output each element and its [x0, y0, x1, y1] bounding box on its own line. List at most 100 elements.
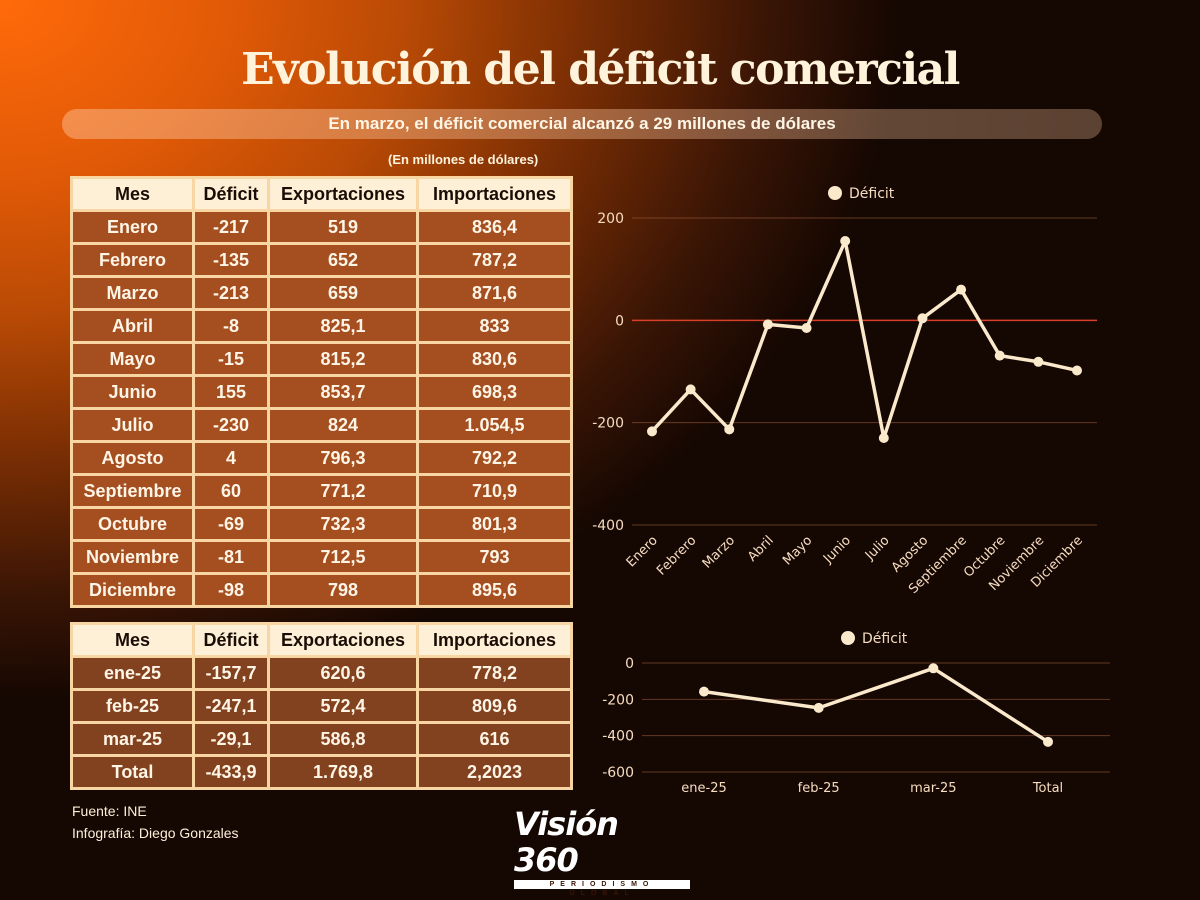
y-tick-label: 0	[615, 313, 624, 329]
y-tick-label: -200	[602, 692, 634, 708]
cell-deficit: -217	[195, 212, 267, 242]
cell-deficit: -213	[195, 278, 267, 308]
cell-exportaciones: 798	[270, 575, 416, 605]
table-row: ene-25 -157,7 620,6 778,2	[73, 658, 570, 688]
cell-exportaciones: 659	[270, 278, 416, 308]
cell-deficit: -135	[195, 245, 267, 275]
data-point	[801, 323, 812, 334]
cell-importaciones: 830,6	[419, 344, 570, 374]
legend-marker	[841, 631, 855, 645]
cell-deficit: -29,1	[195, 724, 267, 754]
cell-exportaciones: 652	[270, 245, 416, 275]
header-mes: Mes	[73, 179, 192, 209]
x-tick-label: ene-25	[681, 781, 726, 796]
data-point	[917, 313, 928, 324]
cell-importaciones: 833	[419, 311, 570, 341]
cell-importaciones: 895,6	[419, 575, 570, 605]
data-point	[647, 426, 657, 437]
cell-deficit: -15	[195, 344, 267, 374]
page-title: Evolución del déficit comercial	[241, 44, 960, 95]
y-tick-label: 200	[597, 211, 624, 227]
cell-exportaciones: 620,6	[270, 658, 416, 688]
cell-importaciones: 1.054,5	[419, 410, 570, 440]
cell-importaciones: 787,2	[419, 245, 570, 275]
x-tick-label: feb-25	[798, 781, 840, 796]
y-tick-label: -400	[592, 518, 624, 534]
x-tick-label: Julio	[862, 533, 893, 564]
cell-exportaciones: 712,5	[270, 542, 416, 572]
data-point	[1043, 736, 1053, 747]
cell-mes: mar-25	[73, 724, 192, 754]
cell-deficit: 4	[195, 443, 267, 473]
cell-exportaciones: 853,7	[270, 377, 416, 407]
cell-importaciones: 698,3	[419, 377, 570, 407]
cell-mes: Febrero	[73, 245, 192, 275]
x-tick-label: Junio	[820, 533, 854, 567]
table-2025: Mes Déficit Exportaciones Importaciones …	[70, 622, 573, 790]
cell-importaciones: 836,4	[419, 212, 570, 242]
cell-mes: Enero	[73, 212, 192, 242]
cell-importaciones: 616	[419, 724, 570, 754]
cell-exportaciones: 1.769,8	[270, 757, 416, 787]
table-row: Diciembre -98 798 895,6	[73, 575, 570, 605]
cell-exportaciones: 824	[270, 410, 416, 440]
cell-exportaciones: 519	[270, 212, 416, 242]
author-credit: Infografía: Diego Gonzales	[72, 825, 239, 841]
cell-exportaciones: 586,8	[270, 724, 416, 754]
source-credit: Fuente: INE	[72, 803, 147, 819]
cell-deficit: 60	[195, 476, 267, 506]
table-row: feb-25 -247,1 572,4 809,6	[73, 691, 570, 721]
y-tick-label: -200	[592, 416, 624, 432]
x-tick-label: Abril	[745, 533, 777, 565]
cell-mes: Julio	[73, 410, 192, 440]
cell-exportaciones: 796,3	[270, 443, 416, 473]
cell-exportaciones: 815,2	[270, 344, 416, 374]
subtitle-text: En marzo, el déficit comercial alcanzó a…	[328, 114, 836, 133]
cell-mes: ene-25	[73, 658, 192, 688]
y-tick-label: 0	[625, 656, 634, 672]
table-row: Agosto 4 796,3 792,2	[73, 443, 570, 473]
cell-importaciones: 2,2023	[419, 757, 570, 787]
legend-label: Déficit	[862, 631, 908, 647]
data-point	[878, 433, 889, 444]
cell-importaciones: 792,2	[419, 443, 570, 473]
cell-mes: Diciembre	[73, 575, 192, 605]
table-header-row: Mes Déficit Exportaciones Importaciones	[73, 625, 570, 655]
table-row: Enero -217 519 836,4	[73, 212, 570, 242]
data-point	[928, 663, 939, 674]
cell-mes: Junio	[73, 377, 192, 407]
header-deficit: Déficit	[195, 625, 267, 655]
table-row: Marzo -213 659 871,6	[73, 278, 570, 308]
header-importaciones: Importaciones	[419, 179, 570, 209]
cell-deficit: -230	[195, 410, 267, 440]
x-tick-label: Marzo	[700, 533, 738, 571]
vision360-logo: Visión 360 PERIODISMO GLOBAL	[514, 806, 690, 897]
deficit-2025-chart: Déficit 0 -200 -400 -600 ene-25 feb-25 mar-25 To…	[602, 631, 1110, 796]
data-point	[994, 350, 1005, 361]
table-row: Abril -8 825,1 833	[73, 311, 570, 341]
cell-importaciones: 801,3	[419, 509, 570, 539]
legend-label: Déficit	[849, 186, 895, 202]
cell-exportaciones: 771,2	[270, 476, 416, 506]
cell-deficit: 155	[195, 377, 267, 407]
y-tick-label: -600	[602, 765, 634, 781]
cell-deficit: -433,9	[195, 757, 267, 787]
cell-importaciones: 809,6	[419, 691, 570, 721]
cell-exportaciones: 825,1	[270, 311, 416, 341]
cell-mes: Agosto	[73, 443, 192, 473]
x-tick-label: Mayo	[780, 533, 815, 568]
table-row: Febrero -135 652 787,2	[73, 245, 570, 275]
data-point	[699, 686, 709, 697]
cell-mes: feb-25	[73, 691, 192, 721]
table-row: Junio 155 853,7 698,3	[73, 377, 570, 407]
data-point	[762, 319, 773, 330]
cell-importaciones: 793	[419, 542, 570, 572]
cell-mes: Marzo	[73, 278, 192, 308]
cell-deficit: -98	[195, 575, 267, 605]
units-note: (En millones de dólares)	[388, 152, 539, 167]
header-mes: Mes	[73, 625, 192, 655]
data-point	[685, 384, 696, 395]
logo-name: Visión 360	[514, 805, 619, 879]
cell-mes: Noviembre	[73, 542, 192, 572]
